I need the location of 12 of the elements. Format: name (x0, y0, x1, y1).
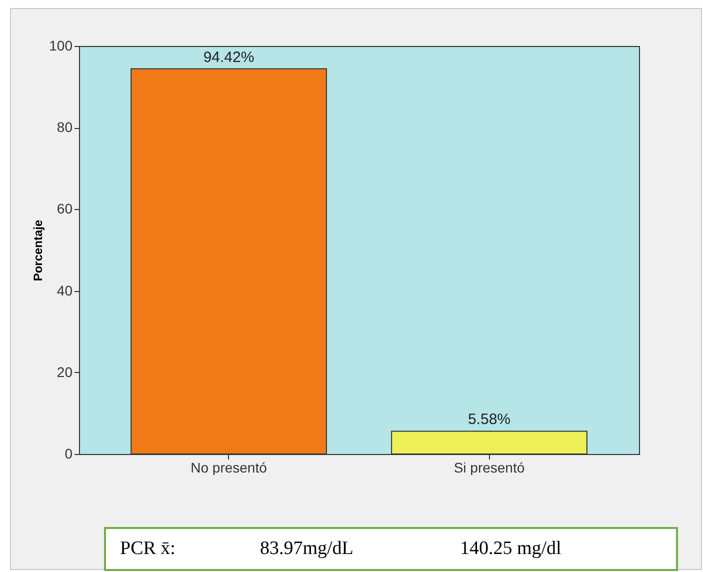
data-label: 94.42% (203, 48, 254, 66)
y-tick-label: 40 (56, 282, 73, 298)
y-axis-title: Porcentaje (31, 219, 46, 282)
y-tick-label: 0 (64, 446, 73, 462)
y-tick-label: 80 (56, 119, 73, 136)
text: 140.25 mg/dl (460, 538, 562, 560)
y-tick-label: 20 (56, 364, 73, 380)
y-tick-label: 60 (56, 200, 73, 217)
y-tick-label: 100 (49, 38, 73, 54)
data-label: 5.58% (468, 411, 511, 428)
text: PCR x̄: (119, 538, 176, 560)
text: 83.97mg/dL (260, 538, 354, 560)
